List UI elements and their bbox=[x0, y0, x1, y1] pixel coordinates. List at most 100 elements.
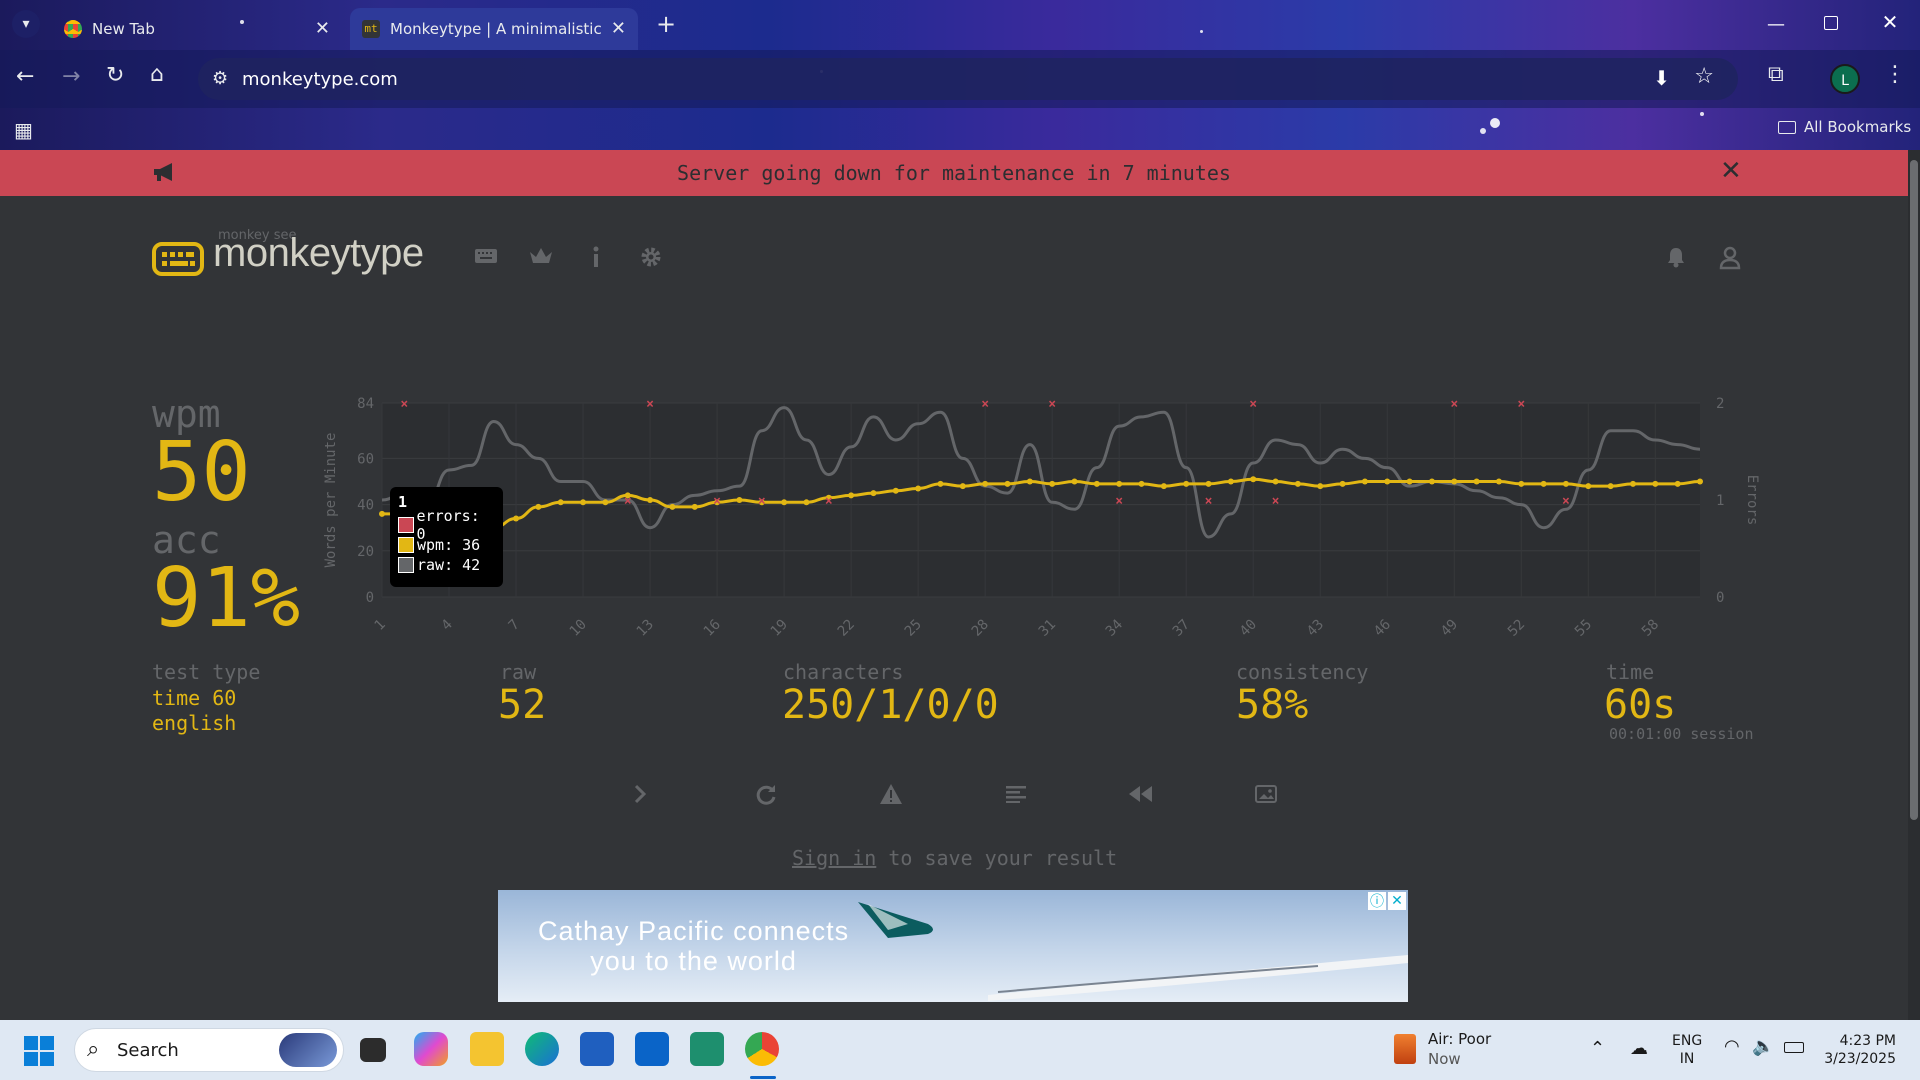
x-tick-label: 4 bbox=[439, 617, 456, 634]
x-tick-label: 25 bbox=[902, 617, 925, 640]
restart-button[interactable] bbox=[751, 780, 781, 808]
bell-icon[interactable] bbox=[1662, 246, 1690, 270]
battery-icon[interactable] bbox=[1784, 1042, 1804, 1053]
weather-widget[interactable]: Air: Poor Now bbox=[1390, 1028, 1520, 1072]
tab-monkeytype[interactable]: mt Monkeytype | A minimalistic, cu ✕ bbox=[350, 8, 638, 50]
extensions-icon[interactable]: ⧉ bbox=[1768, 62, 1784, 87]
restore-icon[interactable] bbox=[1824, 16, 1838, 30]
volume-icon[interactable]: 🔈 bbox=[1752, 1036, 1775, 1057]
install-app-icon[interactable]: ⬇ bbox=[1653, 66, 1670, 90]
next-test-button[interactable] bbox=[625, 780, 655, 808]
folder-icon bbox=[1778, 120, 1796, 134]
wpm-point bbox=[1384, 478, 1391, 485]
advertisement[interactable]: Cathay Pacific connects you to the world… bbox=[498, 890, 1408, 1002]
wpm-point bbox=[1138, 480, 1145, 487]
chrome-taskbar-icon[interactable] bbox=[745, 1032, 779, 1066]
menu-kebab-icon[interactable]: ⋮ bbox=[1884, 62, 1906, 87]
x-tick-label: 28 bbox=[969, 617, 992, 640]
all-bookmarks-button[interactable]: All Bookmarks bbox=[1778, 118, 1911, 136]
crown-icon[interactable] bbox=[527, 246, 555, 270]
report-button[interactable] bbox=[876, 780, 906, 808]
wpm-point bbox=[1026, 478, 1033, 485]
active-app-indicator bbox=[750, 1076, 776, 1079]
acc-label: acc bbox=[152, 518, 221, 562]
new-tab-button[interactable]: + bbox=[655, 10, 677, 38]
profile-avatar[interactable]: L bbox=[1830, 64, 1860, 94]
apps-grid-icon[interactable]: ▦ bbox=[14, 118, 33, 142]
replay-button[interactable] bbox=[1126, 780, 1156, 808]
ad-close-icon[interactable]: ✕ bbox=[1388, 892, 1406, 910]
errors-swatch bbox=[398, 517, 414, 533]
x-tick-label: 43 bbox=[1304, 617, 1327, 640]
y-tick-label: 40 bbox=[357, 498, 374, 514]
settings-icon[interactable] bbox=[637, 246, 665, 270]
error-marker: × bbox=[1517, 397, 1525, 412]
test-type-label: test type bbox=[152, 660, 261, 684]
x-tick-label: 22 bbox=[835, 617, 858, 640]
wpm-chart[interactable]: 0 20 40 60 84 0 1 2 1 4 7 10 13 16 19 22 25 28 31 34 37 40 43 4… bbox=[310, 390, 1770, 650]
close-window-icon[interactable]: ✕ bbox=[1881, 10, 1899, 34]
wpm-point bbox=[1049, 480, 1056, 487]
wpm-point bbox=[1004, 480, 1011, 487]
home-icon[interactable]: ⌂ bbox=[150, 62, 164, 87]
language-code: ENG bbox=[1672, 1033, 1703, 1049]
raw-swatch bbox=[398, 557, 414, 573]
vscode-icon[interactable] bbox=[690, 1032, 724, 1066]
windows-start-icon[interactable] bbox=[24, 1036, 54, 1066]
scrollbar-thumb[interactable] bbox=[1910, 160, 1918, 820]
wifi-icon[interactable]: ◠ bbox=[1724, 1036, 1740, 1057]
outlook-icon[interactable] bbox=[635, 1032, 669, 1066]
warning-icon bbox=[880, 784, 902, 804]
tab-search-dropdown[interactable]: ▾ bbox=[12, 10, 40, 38]
wpm-point bbox=[959, 483, 966, 490]
back-icon[interactable]: ← bbox=[16, 64, 35, 89]
language-indicator[interactable]: ENG IN bbox=[1672, 1032, 1702, 1068]
wpm-swatch bbox=[398, 537, 414, 553]
tab-close-icon[interactable]: ✕ bbox=[314, 18, 330, 39]
file-explorer-icon[interactable] bbox=[470, 1032, 504, 1066]
taskbar-search[interactable]: ⌕ Search bbox=[74, 1028, 344, 1072]
time-label: time bbox=[1606, 660, 1655, 684]
weather-sub: Now bbox=[1428, 1050, 1461, 1068]
tab-new-tab[interactable]: New Tab ✕ bbox=[52, 8, 342, 50]
signin-link[interactable]: Sign in bbox=[792, 846, 877, 870]
ad-info-icon[interactable]: ⓘ bbox=[1368, 892, 1386, 910]
keyboard-icon[interactable] bbox=[472, 246, 500, 270]
task-view-icon[interactable] bbox=[360, 1038, 386, 1062]
error-marker: × bbox=[1115, 494, 1123, 509]
maintenance-banner: Server going down for maintenance in 7 m… bbox=[0, 150, 1908, 196]
reload-icon[interactable]: ↻ bbox=[106, 63, 125, 88]
wpm-point bbox=[624, 492, 631, 499]
site-info-icon[interactable]: ⚙ bbox=[212, 68, 229, 89]
copilot-icon[interactable] bbox=[414, 1032, 448, 1066]
bookmark-star-icon[interactable]: ☆ bbox=[1694, 64, 1714, 89]
minimize-icon[interactable]: — bbox=[1767, 14, 1785, 35]
tab-close-icon[interactable]: ✕ bbox=[610, 18, 626, 39]
chrome-icon bbox=[64, 20, 82, 38]
weather-title: Air: Poor bbox=[1428, 1030, 1492, 1048]
x-tick-label: 31 bbox=[1036, 617, 1059, 640]
tray-chevron-up-icon[interactable]: ⌃ bbox=[1590, 1038, 1606, 1059]
x-tick-label: 13 bbox=[634, 617, 657, 640]
screenshot-button[interactable] bbox=[1251, 780, 1281, 808]
clock[interactable]: 4:23 PM 3/23/2025 bbox=[1820, 1032, 1896, 1068]
store-icon[interactable] bbox=[580, 1032, 614, 1066]
wpm-point bbox=[1652, 480, 1659, 487]
search-icon: ⌕ bbox=[87, 1037, 100, 1062]
search-highlight-image bbox=[279, 1033, 337, 1067]
wpm-point bbox=[1562, 480, 1569, 487]
page-scrollbar[interactable] bbox=[1908, 150, 1920, 1020]
edge-icon[interactable] bbox=[525, 1032, 559, 1066]
wpm-point bbox=[982, 480, 989, 487]
wpm-point bbox=[669, 503, 676, 510]
address-bar[interactable]: ⚙ monkeytype.com ⬇ ☆ bbox=[198, 58, 1738, 100]
clock-time: 4:23 PM bbox=[1839, 1033, 1896, 1049]
wpm-point bbox=[736, 497, 743, 503]
words-history-button[interactable] bbox=[1001, 780, 1031, 808]
user-icon[interactable] bbox=[1716, 246, 1744, 270]
info-icon[interactable] bbox=[582, 246, 610, 270]
forward-icon[interactable]: → bbox=[62, 64, 81, 89]
onedrive-icon[interactable]: ☁ bbox=[1630, 1038, 1648, 1059]
error-marker: × bbox=[1562, 494, 1570, 509]
banner-close-icon[interactable]: ✕ bbox=[1720, 156, 1742, 186]
